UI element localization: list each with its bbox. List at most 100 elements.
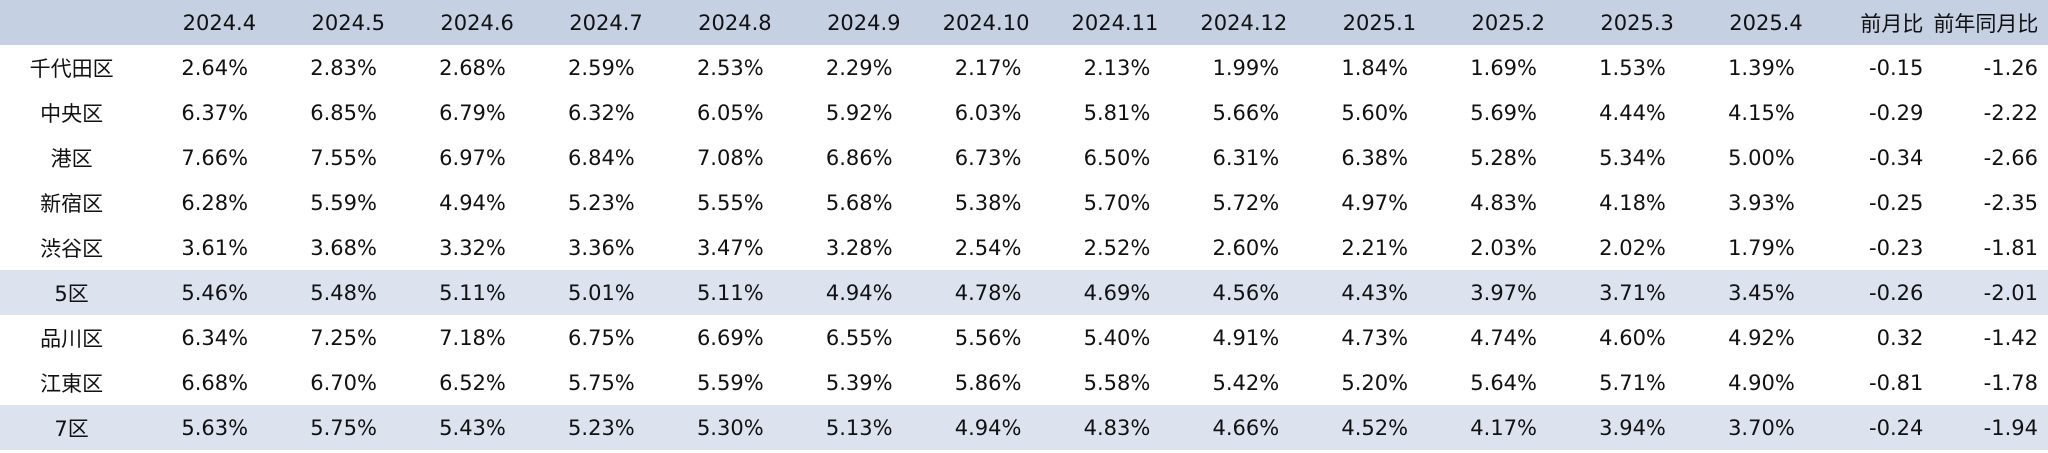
table-row: 品川区 6.34% 7.25% 7.18% 6.75% 6.69% 6.55% 5.56% 5.… [0, 315, 2048, 360]
vacancy-rate-cell: 5.46% [181, 280, 249, 305]
month-header-cell: 2024.6 [440, 10, 514, 35]
month-header-cell: 2024.7 [569, 10, 643, 35]
vacancy-rate-cell: 4.43% [1341, 280, 1409, 305]
area-name-cell: 渋谷区 [40, 236, 104, 261]
vacancy-rate-cell: 5.20% [1341, 370, 1409, 395]
vacancy-rate-cell: 6.34% [181, 325, 249, 350]
vacancy-rate-cell: 5.70% [1083, 190, 1151, 215]
mom-change-cell: -0.26 [1869, 280, 1924, 305]
vacancy-rate-cell: 6.32% [568, 100, 635, 125]
vacancy-rate-cell: 7.66% [181, 145, 249, 170]
vacancy-rate-cell: 5.75% [568, 370, 635, 395]
vacancy-rate-cell: 4.94% [825, 280, 893, 305]
vacancy-rate-cell: 5.86% [954, 370, 1022, 395]
vacancy-rate-cell: 5.30% [696, 415, 764, 440]
vacancy-rate-cell: 4.97% [1341, 190, 1409, 215]
vacancy-rate-cell: 4.17% [1470, 415, 1537, 440]
vacancy-rate-cell: 3.94% [1599, 415, 1666, 440]
table-row: 渋谷区 3.61% 3.68% 3.32% 3.36% 3.47% 3.28% 2.54% 2.… [0, 225, 2048, 270]
month-header-cell: 2025.3 [1600, 10, 1674, 35]
yoy-change-cell: -2.66 [1983, 145, 2038, 170]
table-row: 新宿区 6.28% 5.59% 4.94% 5.23% 5.55% 5.68% 5.38% 5.… [0, 180, 2048, 225]
month-header-cell: 2025.1 [1342, 10, 1417, 35]
area-name-cell: 5区 [54, 281, 89, 306]
vacancy-rate-cell: 5.81% [1083, 100, 1151, 125]
vacancy-rate-cell: 5.75% [310, 415, 377, 440]
vacancy-rate-cell: 2.59% [568, 55, 635, 80]
vacancy-rate-cell: 6.73% [954, 145, 1022, 170]
yoy-change-cell: -1.78 [1983, 370, 2038, 395]
vacancy-rate-cell: 2.02% [1599, 235, 1666, 260]
month-header-cell: 2024.11 [1071, 10, 1159, 35]
vacancy-rate-cell: 4.56% [1212, 280, 1280, 305]
mom-change-cell: -0.25 [1869, 190, 1924, 215]
vacancy-rate-cell: 3.36% [568, 235, 635, 260]
vacancy-rate-cell: 2.52% [1083, 235, 1151, 260]
vacancy-rate-cell: 4.66% [1212, 415, 1280, 440]
vacancy-rate-cell: 5.56% [954, 325, 1022, 350]
vacancy-rate-cell: 2.29% [825, 55, 893, 80]
vacancy-rate-cell: 4.73% [1341, 325, 1409, 350]
table-row: 港区 7.66% 7.55% 6.97% 6.84% 7.08% 6.86% 6.73% 6.5… [0, 135, 2048, 180]
vacancy-rate-cell: 5.64% [1470, 370, 1537, 395]
vacancy-rate-cell: 1.69% [1470, 55, 1537, 80]
vacancy-rate-cell: 5.01% [568, 280, 635, 305]
mom-change-cell: -0.24 [1869, 415, 1924, 440]
vacancy-rate-cell: 4.44% [1599, 100, 1666, 125]
vacancy-rate-cell: 6.03% [954, 100, 1022, 125]
mom-change-cell: -0.15 [1869, 55, 1924, 80]
vacancy-rate-cell: 1.99% [1212, 55, 1280, 80]
vacancy-rate-cell: 2.60% [1212, 235, 1280, 260]
vacancy-rate-cell: 5.60% [1341, 100, 1409, 125]
month-header-cell: 2024.9 [827, 10, 901, 35]
vacancy-rate-cell: 1.79% [1728, 235, 1795, 260]
yoy-change-cell: -1.94 [1983, 415, 2038, 440]
vacancy-rate-cell: 6.86% [825, 145, 893, 170]
vacancy-rate-cell: 6.85% [310, 100, 377, 125]
vacancy-rate-cell: 2.64% [181, 55, 249, 80]
mom-change-cell: -0.81 [1869, 370, 1924, 395]
vacancy-rate-cell: 2.53% [696, 55, 764, 80]
yoy-change-cell: -1.42 [1983, 325, 2038, 350]
table-row: 江東区 6.68% 6.70% 6.52% 5.75% 5.59% 5.39% 5.86% 5.… [0, 360, 2048, 405]
mom-change-cell: -0.23 [1869, 235, 1924, 260]
header-row: 2024.4 2024.5 2024.6 2024.7 2024.8 2024.9 2024… [0, 0, 2048, 45]
table-header: 2024.4 2024.5 2024.6 2024.7 2024.8 2024.9 2024… [0, 0, 2048, 45]
vacancy-rate-cell: 4.60% [1599, 325, 1666, 350]
vacancy-rate-cell: 2.68% [439, 55, 506, 80]
vacancy-rate-cell: 5.11% [439, 280, 506, 305]
vacancy-rate-cell: 7.08% [696, 145, 764, 170]
area-name-cell: 江東区 [40, 371, 104, 396]
vacancy-rate-cell: 6.05% [696, 100, 764, 125]
area-name-cell: 新宿区 [40, 191, 104, 216]
yoy-change-cell: -2.35 [1983, 190, 2038, 215]
vacancy-rate-cell: 5.72% [1212, 190, 1280, 215]
vacancy-rate-cell: 2.21% [1341, 235, 1409, 260]
vacancy-rate-cell: 2.54% [954, 235, 1022, 260]
vacancy-rate-cell: 5.69% [1470, 100, 1537, 125]
area-name-cell: 千代田区 [29, 56, 114, 81]
vacancy-rate-cell: 6.55% [825, 325, 893, 350]
vacancy-rate-cell: 4.94% [439, 190, 506, 215]
area-name-cell: 7区 [54, 416, 89, 441]
vacancy-rate-cell: 5.66% [1212, 100, 1280, 125]
area-name-cell: 港区 [50, 146, 93, 171]
yoy-change-cell: -1.26 [1983, 55, 2038, 80]
table-body: 千代田区 2.64% 2.83% 2.68% 2.59% 2.53% 2.29% 2.17% 2… [0, 45, 2048, 450]
vacancy-rate-cell: 3.28% [825, 235, 893, 260]
vacancy-rate-cell: 6.75% [568, 325, 635, 350]
vacancy-rate-cell: 4.69% [1083, 280, 1151, 305]
yoy-change-cell: -1.81 [1983, 235, 2038, 260]
vacancy-rate-cell: 6.84% [568, 145, 635, 170]
vacancy-rate-cell: 1.39% [1728, 55, 1795, 80]
mom-change-cell: -0.29 [1869, 100, 1924, 125]
vacancy-rate-cell: 6.31% [1212, 145, 1280, 170]
month-header-cell: 2024.4 [182, 10, 257, 35]
vacancy-rate-cell: 4.74% [1470, 325, 1537, 350]
table-row: 千代田区 2.64% 2.83% 2.68% 2.59% 2.53% 2.29% 2.17% 2… [0, 45, 2048, 90]
month-header-cell: 2025.4 [1729, 10, 1803, 35]
vacancy-rate-cell: 5.59% [310, 190, 377, 215]
month-header-cell: 2024.12 [1200, 10, 1288, 35]
vacancy-rate-cell: 6.38% [1341, 145, 1409, 170]
